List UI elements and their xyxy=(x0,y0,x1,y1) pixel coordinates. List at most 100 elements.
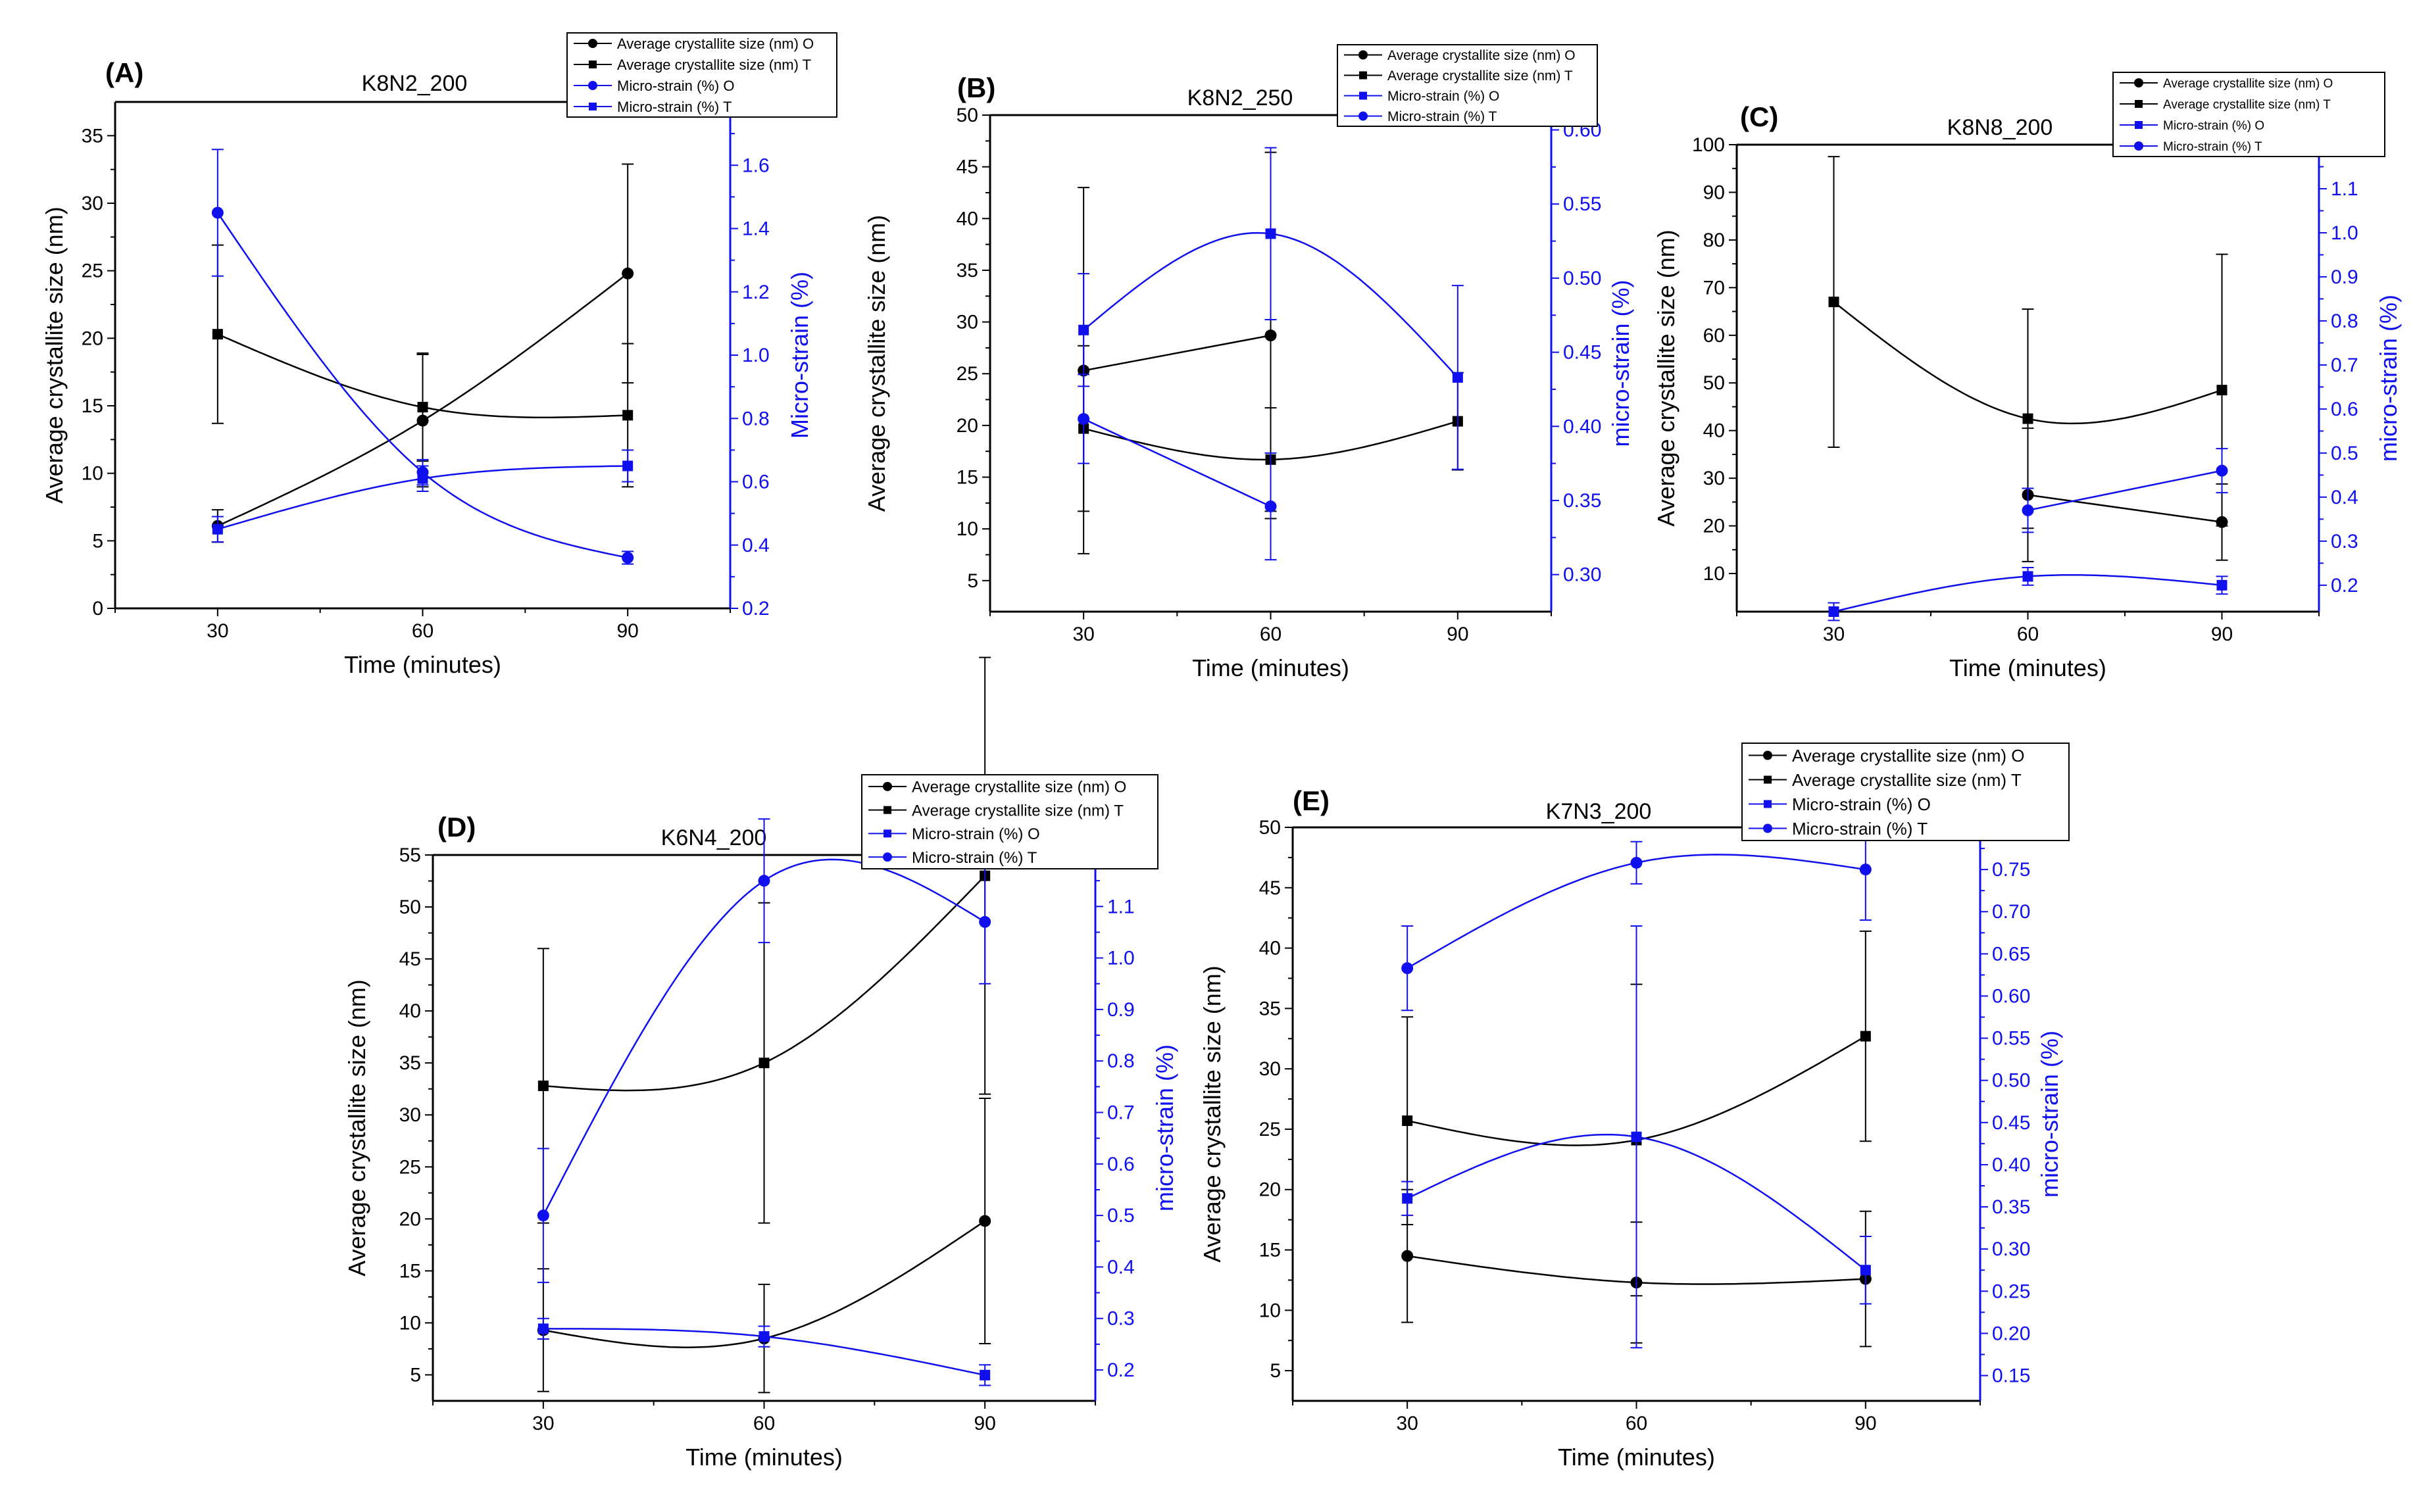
chart-1-y2-tick-label: 1.4 xyxy=(742,218,770,240)
chart-3-series-3 xyxy=(1828,567,2228,622)
chart-4-data-point xyxy=(758,875,770,887)
chart-2-legend-marker xyxy=(1358,50,1368,60)
chart-2-series-1 xyxy=(1078,151,1277,554)
chart-2-y2-tick-label: 0.45 xyxy=(1563,342,1601,364)
chart-2-series-4 xyxy=(1078,374,1277,561)
chart-3-y2-axis-label: micro-strain (%) xyxy=(2375,295,2402,462)
chart-3-legend-label: Average crystallite size (nm) T xyxy=(2163,98,2331,112)
chart-2-data-point xyxy=(1078,413,1090,426)
chart-3-y-tick-label: 80 xyxy=(1703,230,1725,251)
chart-1-legend: Average crystallite size (nm) O Average c… xyxy=(566,32,837,118)
chart-2-y2-tick-label: 0.35 xyxy=(1563,490,1601,512)
chart-5-y-tick-label: 15 xyxy=(1259,1240,1281,1261)
chart-5-y2-tick-label: 0.45 xyxy=(1992,1112,2030,1134)
chart-2-series-1-line xyxy=(1083,334,1271,372)
chart-4-legend: Average crystallite size (nm) O Average c… xyxy=(861,774,1158,869)
chart-3-series-4-line xyxy=(2028,470,2222,512)
chart-5-y-tick-label: 30 xyxy=(1259,1058,1281,1080)
chart-2-data-point xyxy=(1452,372,1463,383)
chart-1-y2-tick-label: 1.0 xyxy=(742,345,770,366)
chart-4-x-tick-label: 30 xyxy=(532,1413,554,1434)
chart-3-y-tick-label: 20 xyxy=(1703,516,1725,537)
chart-2-x-axis-label: Time (minutes) xyxy=(1192,654,1349,681)
chart-5-y2-tick-label: 0.20 xyxy=(1992,1323,2030,1344)
chart-1-y-tick-label: 25 xyxy=(82,260,103,282)
chart-3-panel-label: (C) xyxy=(1740,101,1778,132)
chart-3-y2-tick-label: 1.1 xyxy=(2331,178,2358,200)
chart-1-series-2 xyxy=(211,244,634,488)
chart-2-y-tick-label: 10 xyxy=(957,518,978,540)
chart-1-y-axis-label: Average crystallite size (nm) xyxy=(41,207,68,503)
chart-1-data-point xyxy=(212,524,223,535)
chart-5-data-point xyxy=(1630,856,1643,869)
chart-5-y2-tick-label: 0.40 xyxy=(1992,1154,2030,1176)
chart-2-y-tick-label: 5 xyxy=(967,570,978,592)
chart-1-data-point xyxy=(622,552,634,564)
chart-1-y2-tick-label: 0.6 xyxy=(742,472,770,493)
chart-1-legend-label: Average crystallite size (nm) T xyxy=(617,57,811,73)
chart-3-y2-tick-label: 0.4 xyxy=(2331,487,2358,508)
chart-4-data-point xyxy=(537,1209,549,1222)
chart-1-legend-label: Micro-strain (%) T xyxy=(617,99,732,115)
chart-5-title: K7N3_200 xyxy=(1546,799,1652,824)
chart-4-y2-tick-label: 0.2 xyxy=(1107,1359,1135,1381)
chart-4: 30 60 90 5 10 15 20 25 30 35 40 45 50 55 0.2 0.3 0.4 0.5 0… xyxy=(343,656,1178,1471)
chart-1-y2-tick-label: 0.2 xyxy=(742,598,770,620)
chart-4-y-tick-label: 35 xyxy=(399,1052,421,1074)
chart-1-data-point xyxy=(622,410,634,421)
chart-4-legend-marker xyxy=(883,852,892,862)
chart-1-title: K8N2_200 xyxy=(362,71,468,96)
chart-4-y2-tick-label: 1.1 xyxy=(1107,896,1135,917)
chart-4-y-tick-label: 15 xyxy=(399,1260,421,1282)
chart-5-series-3 xyxy=(1401,925,1872,1349)
chart-2-legend-label: Average crystallite size (nm) T xyxy=(1387,68,1573,84)
chart-4-data-point xyxy=(537,1323,549,1334)
chart-3-title: K8N8_200 xyxy=(1947,115,2053,140)
chart-1-y2-axis-label: Micro-strain (%) xyxy=(786,272,813,439)
chart-2-legend-marker xyxy=(1359,71,1367,80)
chart-3-legend-marker xyxy=(2135,121,2143,129)
chart-1-y2-tick-label: 0.4 xyxy=(742,535,770,556)
chart-4-legend-label: Average crystallite size (nm) O xyxy=(912,779,1126,796)
chart-4-legend-label: Micro-strain (%) O xyxy=(912,825,1040,843)
chart-5-y2-tick-label: 0.55 xyxy=(1992,1028,2030,1050)
chart-1-legend-box xyxy=(566,32,837,118)
chart-1-y-tick-label: 30 xyxy=(82,193,103,214)
chart-2-y-tick-label: 25 xyxy=(957,363,978,385)
chart-4-y2-tick-label: 1.0 xyxy=(1107,948,1135,969)
chart-4-data-point xyxy=(980,1369,991,1380)
chart-4-y-tick-label: 40 xyxy=(399,1000,421,1022)
chart-5-data-point xyxy=(1860,1031,1871,1042)
chart-2-data-point xyxy=(1264,329,1277,342)
chart-3-y2-tick-label: 0.6 xyxy=(2331,399,2358,420)
chart-1: 30 60 90 0 5 10 15 20 25 30 35 0.2 0.4 0.6 0.8 1.0 1.2 1.… xyxy=(41,32,837,678)
chart-4-legend-marker xyxy=(884,829,891,838)
chart-5-y2-tick-label: 0.65 xyxy=(1992,943,2030,965)
chart-3-y2-tick-label: 0.7 xyxy=(2331,354,2358,376)
chart-5-y-tick-label: 35 xyxy=(1259,998,1281,1019)
chart-4-y2-tick-label: 0.9 xyxy=(1107,999,1135,1021)
chart-1-x-tick-label: 30 xyxy=(207,620,228,642)
chart-1-legend-marker xyxy=(588,39,597,48)
chart-5-data-point xyxy=(1401,1250,1414,1262)
chart-2-y-tick-label: 20 xyxy=(957,415,978,437)
chart-4-series-4 xyxy=(537,818,991,1283)
chart-4-y-tick-label: 20 xyxy=(399,1208,421,1230)
chart-3-x-tick-label: 60 xyxy=(2017,623,2039,645)
chart-2-panel-label: (B) xyxy=(957,72,995,103)
chart-4-legend-marker xyxy=(884,806,891,814)
chart-3-data-point xyxy=(2022,571,2033,582)
chart-2-series-3 xyxy=(1078,147,1464,470)
chart-2-y2-tick-label: 0.40 xyxy=(1563,416,1601,437)
chart-1-data-point xyxy=(211,207,224,219)
chart-5-panel-label: (E) xyxy=(1293,785,1330,816)
chart-5-y2-tick-label: 0.60 xyxy=(1992,985,2030,1007)
chart-3-x-tick-label: 90 xyxy=(2211,623,2233,645)
chart-5-legend-label: Average crystallite size (nm) O xyxy=(1792,746,2025,766)
chart-5-y-tick-label: 25 xyxy=(1259,1119,1281,1140)
chart-2-y-tick-label: 15 xyxy=(957,467,978,489)
chart-3-legend-marker xyxy=(2134,78,2143,87)
chart-2-legend-label: Average crystallite size (nm) O xyxy=(1387,48,1576,63)
chart-3-series-2 xyxy=(1828,156,2228,529)
